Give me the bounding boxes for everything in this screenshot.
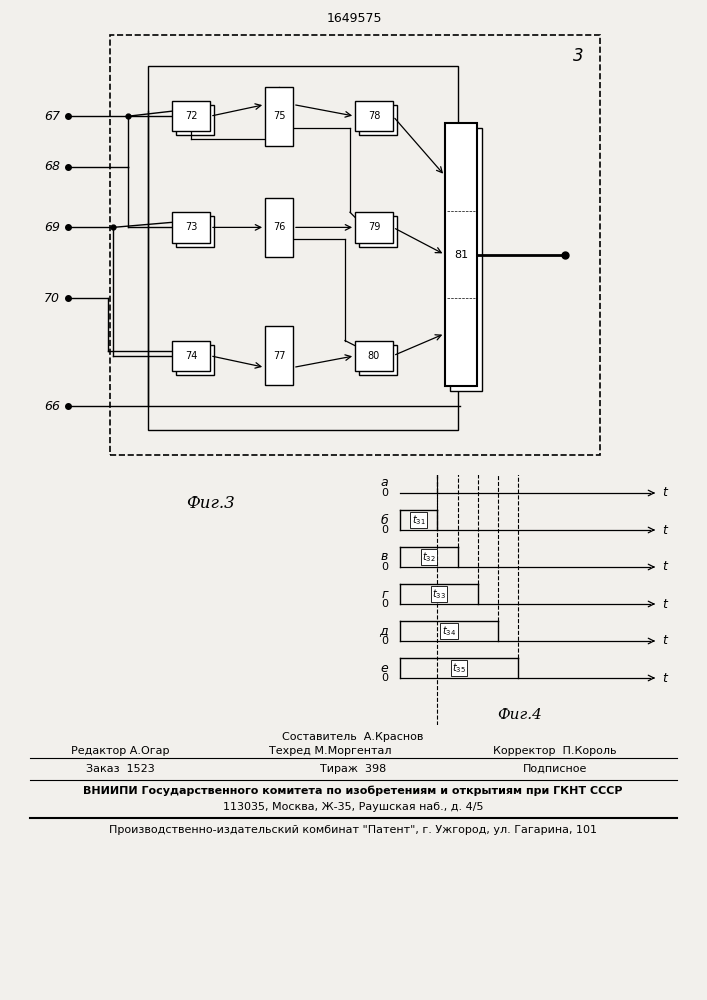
Text: $t_{34}$: $t_{34}$ (442, 624, 456, 638)
Text: Фиг.4: Фиг.4 (498, 708, 542, 722)
Bar (359, 105, 397, 135)
Text: a: a (380, 477, 388, 489)
Text: 69: 69 (44, 221, 60, 234)
Text: Заказ  1523: Заказ 1523 (86, 764, 154, 774)
Text: t: t (662, 524, 667, 536)
Bar (359, 216, 397, 247)
Text: $t_{31}$: $t_{31}$ (411, 513, 426, 527)
Text: $t_{35}$: $t_{35}$ (452, 661, 466, 675)
Text: 70: 70 (44, 292, 60, 305)
Text: t: t (662, 560, 667, 574)
Text: t: t (662, 487, 667, 499)
Bar (176, 105, 214, 135)
Text: $t_{32}$: $t_{32}$ (422, 550, 436, 564)
Text: 81: 81 (454, 250, 468, 260)
Text: 0: 0 (381, 673, 388, 683)
Bar (359, 345, 397, 375)
Text: 67: 67 (44, 110, 60, 123)
Bar (172, 341, 210, 371)
Text: 77: 77 (273, 351, 285, 361)
Bar (176, 345, 214, 375)
Text: 80: 80 (368, 351, 380, 361)
Bar (172, 101, 210, 131)
Text: Техред М.Моргентал: Техред М.Моргентал (269, 746, 391, 756)
Bar (265, 326, 293, 385)
Bar (176, 216, 214, 247)
Text: 1649575: 1649575 (326, 12, 382, 25)
Text: 3: 3 (573, 47, 583, 65)
Text: 68: 68 (44, 160, 60, 173)
Text: 76: 76 (273, 222, 285, 232)
Text: г: г (381, 587, 388, 600)
Text: 0: 0 (381, 599, 388, 609)
Text: Составитель  А.Краснов: Составитель А.Краснов (282, 732, 423, 742)
Bar (355, 341, 393, 371)
Text: е: е (380, 662, 388, 674)
Text: 73: 73 (185, 222, 197, 232)
Text: 0: 0 (381, 525, 388, 535)
Text: Фиг.3: Фиг.3 (186, 495, 235, 512)
Text: 72: 72 (185, 111, 197, 121)
Text: Производственно-издательский комбинат "Патент", г. Ужгород, ул. Гагарина, 101: Производственно-издательский комбинат "П… (109, 825, 597, 835)
Bar (355, 212, 393, 243)
Text: t: t (662, 597, 667, 610)
Bar (445, 123, 477, 386)
Text: 0: 0 (381, 488, 388, 498)
Text: $t_{33}$: $t_{33}$ (432, 587, 446, 601)
Text: 78: 78 (368, 111, 380, 121)
Text: Корректор  П.Король: Корректор П.Король (493, 746, 617, 756)
Text: б: б (380, 514, 388, 526)
Bar (148, 66, 458, 430)
Text: 75: 75 (273, 111, 285, 121)
Text: Тираж  398: Тираж 398 (320, 764, 386, 774)
Text: д: д (380, 624, 388, 638)
Text: 74: 74 (185, 351, 197, 361)
Bar (172, 212, 210, 243)
Text: Подписное: Подписное (522, 764, 588, 774)
Text: Редактор А.Огар: Редактор А.Огар (71, 746, 169, 756)
Text: ВНИИПИ Государственного комитета по изобретениям и открытиям при ГКНТ СССР: ВНИИПИ Государственного комитета по изоб… (83, 786, 623, 796)
Bar (450, 128, 482, 391)
Bar (265, 87, 293, 146)
Text: 113035, Москва, Ж-35, Раушская наб., д. 4/5: 113035, Москва, Ж-35, Раушская наб., д. … (223, 802, 484, 812)
Text: 0: 0 (381, 562, 388, 572)
Bar (265, 198, 293, 257)
Text: t: t (662, 672, 667, 684)
Text: 79: 79 (368, 222, 380, 232)
Text: в: в (380, 550, 388, 564)
Text: t: t (662, 635, 667, 648)
Text: 66: 66 (44, 400, 60, 413)
Bar (355, 101, 393, 131)
Text: 0: 0 (381, 636, 388, 646)
Bar (110, 35, 600, 455)
